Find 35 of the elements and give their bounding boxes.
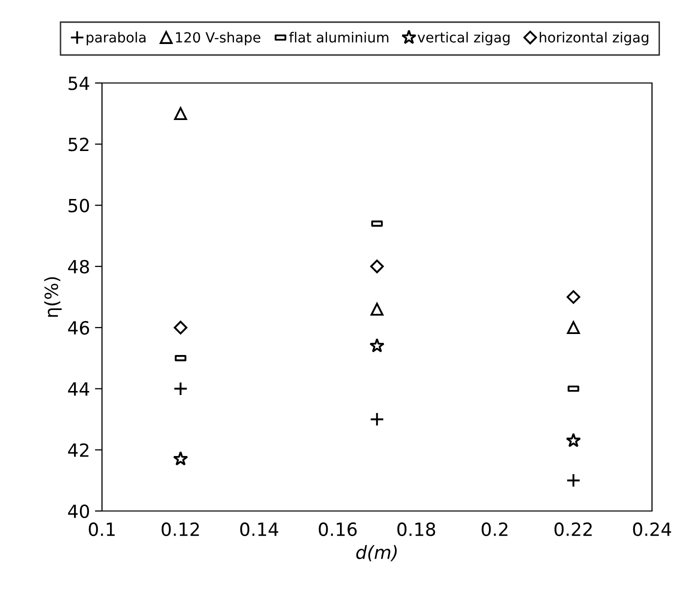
legend-label: flat aluminium <box>289 32 388 43</box>
point <box>369 338 385 352</box>
point <box>370 260 384 274</box>
point <box>174 320 188 334</box>
point <box>566 321 580 334</box>
point <box>566 473 581 488</box>
point <box>174 107 188 120</box>
point <box>173 382 188 396</box>
y-tick-label: 42 <box>68 443 88 457</box>
legend-label: vertical zigag <box>418 32 510 46</box>
point <box>370 302 384 316</box>
x-tick-label: 0.12 <box>162 522 199 536</box>
x-tick-label: 0.16 <box>318 522 357 536</box>
y-tick-label: 50 <box>68 198 89 212</box>
y-tick-label: 52 <box>68 138 88 152</box>
legend-label: 120 V-shape <box>176 32 260 46</box>
legend-label: parabola <box>86 32 146 46</box>
y-tick-label: 44 <box>68 382 90 396</box>
y-tick-label: 40 <box>68 504 89 518</box>
x-tick-label: 0.22 <box>554 522 592 536</box>
x-tick-label: 0.14 <box>240 522 278 536</box>
point <box>566 290 580 304</box>
x-tick-label: 0.24 <box>633 522 672 536</box>
x-tick-label: 0.2 <box>482 522 508 536</box>
x-axis-title: d(m) <box>356 545 397 562</box>
x-tick-label: 0.18 <box>397 522 436 536</box>
y-tick-label: 46 <box>68 321 90 335</box>
point <box>173 451 188 466</box>
point <box>566 432 581 448</box>
legend-label: horizontal zigag <box>540 32 648 46</box>
y-axis-title: η(%) <box>44 277 62 317</box>
y-tick-label: 54 <box>68 76 90 90</box>
x-tick-label: 0.1 <box>88 522 115 536</box>
y-tick-label: 48 <box>68 260 89 274</box>
point <box>370 412 384 426</box>
